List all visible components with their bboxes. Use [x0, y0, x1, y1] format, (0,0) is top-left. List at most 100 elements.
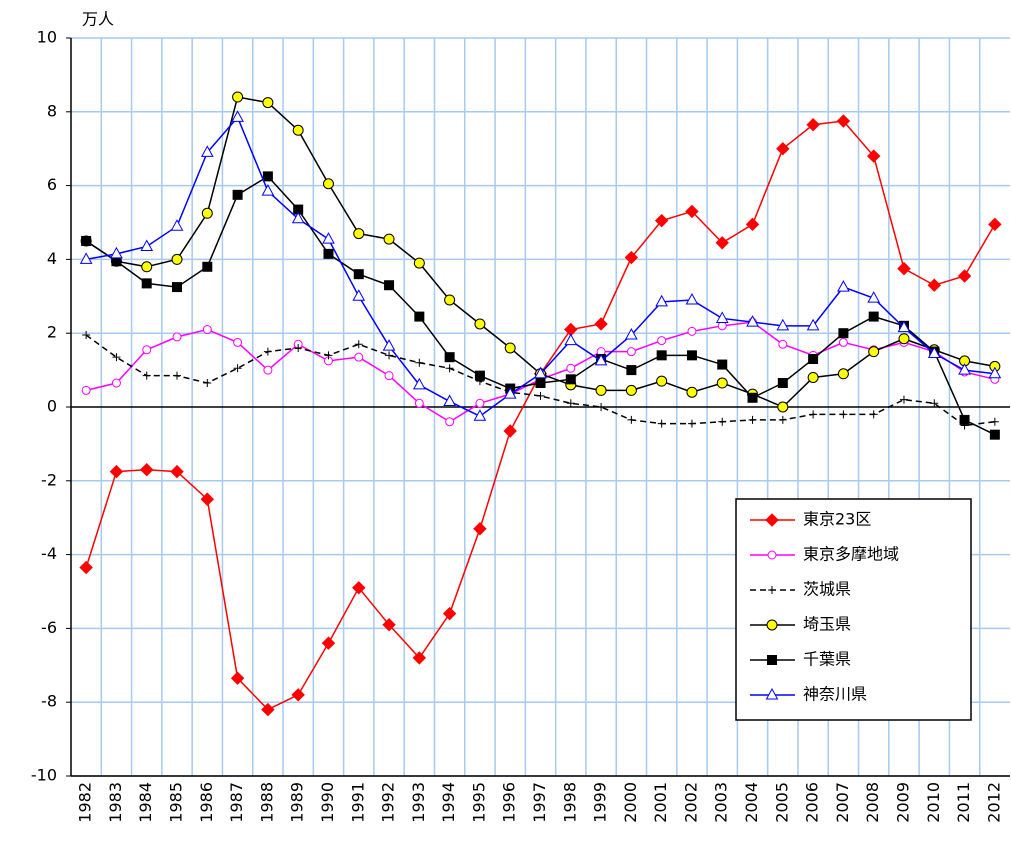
marker — [868, 346, 880, 358]
marker — [566, 399, 575, 408]
marker — [412, 651, 427, 665]
marker — [957, 269, 972, 283]
marker — [626, 347, 636, 357]
marker — [897, 261, 911, 276]
marker — [81, 385, 91, 395]
marker — [717, 321, 727, 331]
marker — [746, 315, 759, 327]
marker — [898, 333, 910, 345]
marker — [79, 252, 93, 264]
marker — [597, 403, 606, 411]
x-tick-label: 1983 — [106, 782, 125, 823]
marker — [140, 239, 154, 251]
marker — [474, 318, 486, 330]
marker — [112, 353, 121, 362]
marker — [988, 217, 1002, 232]
marker — [322, 178, 334, 190]
marker — [657, 419, 666, 428]
marker — [686, 386, 698, 398]
marker — [768, 586, 776, 594]
marker — [444, 352, 455, 363]
marker — [321, 636, 336, 650]
x-tick-label: 1982 — [76, 782, 95, 823]
marker — [142, 345, 152, 355]
marker — [748, 415, 757, 424]
marker — [837, 280, 850, 292]
marker — [594, 353, 608, 366]
marker — [808, 354, 819, 365]
marker — [656, 350, 667, 361]
marker — [767, 655, 777, 665]
marker — [231, 110, 244, 122]
marker — [685, 292, 699, 305]
legend-label: 茨城県 — [803, 580, 851, 599]
y-tick-label: -6 — [41, 618, 57, 637]
marker — [384, 371, 394, 381]
marker — [687, 419, 696, 428]
marker — [868, 311, 879, 322]
marker — [503, 424, 517, 438]
marker — [565, 374, 576, 385]
marker — [839, 410, 848, 419]
marker — [806, 318, 820, 331]
legend-label: 神奈川県 — [803, 685, 867, 704]
marker — [777, 401, 789, 413]
marker — [776, 141, 790, 156]
marker — [778, 415, 787, 424]
marker — [141, 278, 152, 289]
marker — [534, 366, 547, 379]
x-tick-label: 1999 — [591, 782, 610, 823]
x-tick-label: 1990 — [318, 782, 337, 823]
marker — [717, 359, 728, 370]
marker — [765, 687, 779, 700]
x-tick-label: 2009 — [893, 782, 912, 823]
marker — [353, 269, 364, 280]
y-tick-label: -2 — [41, 470, 57, 489]
marker — [353, 228, 365, 240]
marker — [172, 332, 182, 342]
marker — [595, 384, 607, 396]
marker — [323, 248, 334, 259]
marker — [474, 370, 485, 381]
marker — [716, 377, 728, 389]
marker — [837, 368, 849, 380]
x-tick-label: 1998 — [560, 782, 579, 823]
marker — [263, 347, 272, 356]
marker — [718, 417, 727, 426]
x-tick-label: 1995 — [469, 782, 488, 823]
x-tick-label: 1996 — [500, 782, 519, 823]
marker — [352, 289, 366, 301]
marker — [626, 365, 637, 376]
x-tick-label: 2012 — [984, 782, 1003, 823]
marker — [142, 371, 151, 380]
marker — [354, 352, 364, 362]
x-tick-label: 2000 — [621, 782, 640, 823]
marker — [291, 688, 305, 702]
marker — [564, 333, 578, 346]
x-tick-label: 2011 — [954, 782, 973, 823]
marker — [867, 291, 881, 303]
marker — [414, 311, 425, 322]
y-tick-label: 0 — [47, 397, 57, 416]
x-tick-label: 1991 — [348, 782, 367, 823]
marker — [536, 391, 545, 400]
marker — [292, 124, 304, 136]
marker — [322, 232, 335, 244]
marker — [654, 213, 669, 228]
marker — [809, 410, 818, 419]
x-tick-label: 1989 — [288, 782, 307, 823]
legend-label: 埼玉県 — [803, 615, 851, 634]
marker — [503, 387, 517, 399]
marker — [202, 261, 213, 272]
marker — [869, 410, 878, 419]
marker — [715, 236, 729, 250]
marker — [294, 343, 303, 352]
marker — [291, 211, 305, 224]
marker — [261, 184, 275, 196]
marker — [79, 560, 93, 575]
marker — [625, 328, 638, 340]
marker — [473, 522, 487, 536]
marker — [385, 351, 394, 360]
marker — [200, 145, 214, 157]
